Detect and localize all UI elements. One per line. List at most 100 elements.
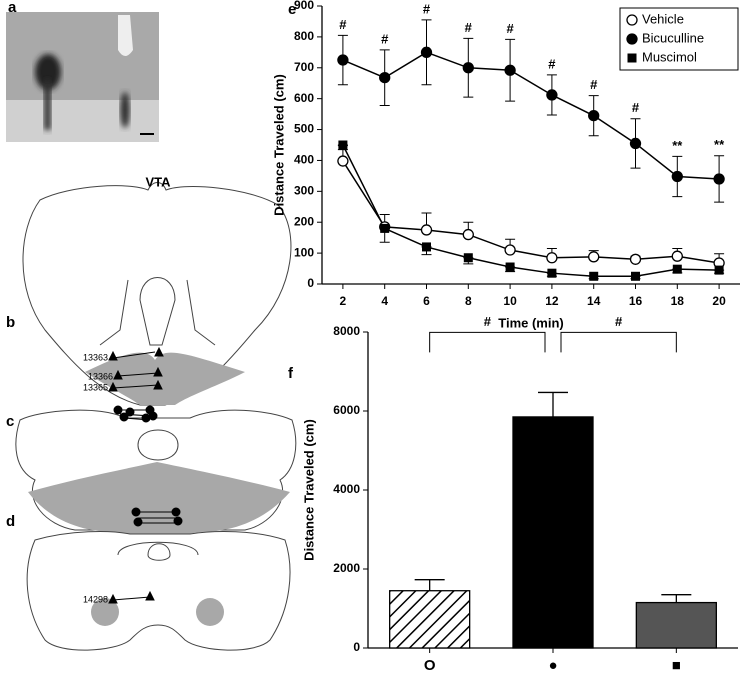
significance: # [632,100,640,115]
point [629,253,642,265]
point [504,64,516,76]
diagram-b [22,182,292,406]
significance: ** [672,138,683,153]
point [420,224,433,236]
point [505,262,515,272]
point [547,268,557,278]
error-bar [661,594,692,603]
point [422,242,431,252]
diagram-title: VTA [145,174,171,189]
y-tick-label: 4000 [333,482,360,496]
point [380,223,390,233]
x-tick-label: 4 [381,294,388,308]
panel-label: a [8,0,17,16]
legend-marker [626,14,638,26]
x-tick-label: 10 [503,294,517,308]
legend-marker [626,33,638,45]
panel-label: b [6,314,15,331]
point [713,173,725,185]
bar [635,601,717,649]
y-tick-label: 100 [294,245,314,259]
x-tick-label: ● [548,657,557,674]
significance: # [506,21,514,36]
significance: # [548,56,556,71]
injection-markers [108,346,183,604]
point [672,264,682,274]
y-tick-label: 0 [307,276,314,290]
y-tick-label: 700 [294,60,314,74]
y-tick-label: 300 [294,184,314,198]
y-tick-label: 600 [294,91,314,105]
legend-label: Muscimol [642,49,697,64]
y-axis-label: Distance Traveled (cm) [271,74,286,216]
point [589,271,599,281]
x-tick-label: 12 [545,294,559,308]
point [588,251,600,263]
y-tick-label: 200 [294,214,314,228]
point [671,170,683,183]
site-label: 13363 [83,352,108,362]
x-tick-label: 8 [465,294,472,308]
point [504,244,516,256]
point [631,271,640,281]
point [462,62,474,74]
series-line [342,160,720,264]
point [671,250,683,262]
site-label: 13365 [83,382,108,392]
series-line [342,51,720,180]
y-tick-label: 500 [294,122,314,136]
x-tick-label: 16 [629,294,643,308]
point [629,137,642,150]
significance: ** [714,137,725,152]
site-label: 13366 [88,371,113,381]
bar [389,590,471,649]
legend-box [619,7,739,71]
y-tick-label: 800 [294,29,314,43]
significance: # [339,17,347,32]
point [337,54,349,66]
x-axis-label: Time (min) [498,315,564,330]
y-axis-label: Distance Traveled (cm) [301,419,316,561]
bracket [429,331,546,353]
point [337,155,349,167]
point [546,89,558,101]
point [338,140,348,150]
x-tick-label: 2 [340,294,347,308]
photo [6,12,159,142]
point [420,46,433,58]
y-tick-label: 0 [353,640,360,654]
point [546,252,558,264]
panel-label: f [288,365,294,382]
significance: # [484,314,492,329]
panel-label: d [6,513,15,530]
y-tick-label: 8000 [333,324,360,338]
y-tick-label: 400 [294,153,314,167]
x-tick-label: 20 [712,294,726,308]
point [714,265,724,275]
y-tick-label: 2000 [333,561,360,575]
x-tick-label: 14 [587,294,601,308]
x-tick-label: 18 [671,294,685,308]
x-tick-label: 6 [423,294,430,308]
point [463,253,473,263]
y-tick-label: 900 [294,0,314,12]
y-tick-label: 6000 [333,403,360,417]
diagram-d [26,531,291,651]
legend-label: Vehicle [642,11,684,26]
bar [512,416,594,649]
significance: # [423,1,431,16]
legend-marker [627,53,637,63]
point [379,72,391,84]
bracket [560,331,677,353]
x-tick-label: ■ [672,657,681,674]
point [462,228,474,241]
x-tick-label: O [424,657,436,674]
panel-label: c [6,413,14,430]
error-bar [414,579,445,591]
point [588,110,600,122]
significance: # [615,314,623,329]
error-bar [538,391,568,417]
site-label: 14298 [83,594,108,604]
significance: # [381,31,389,46]
